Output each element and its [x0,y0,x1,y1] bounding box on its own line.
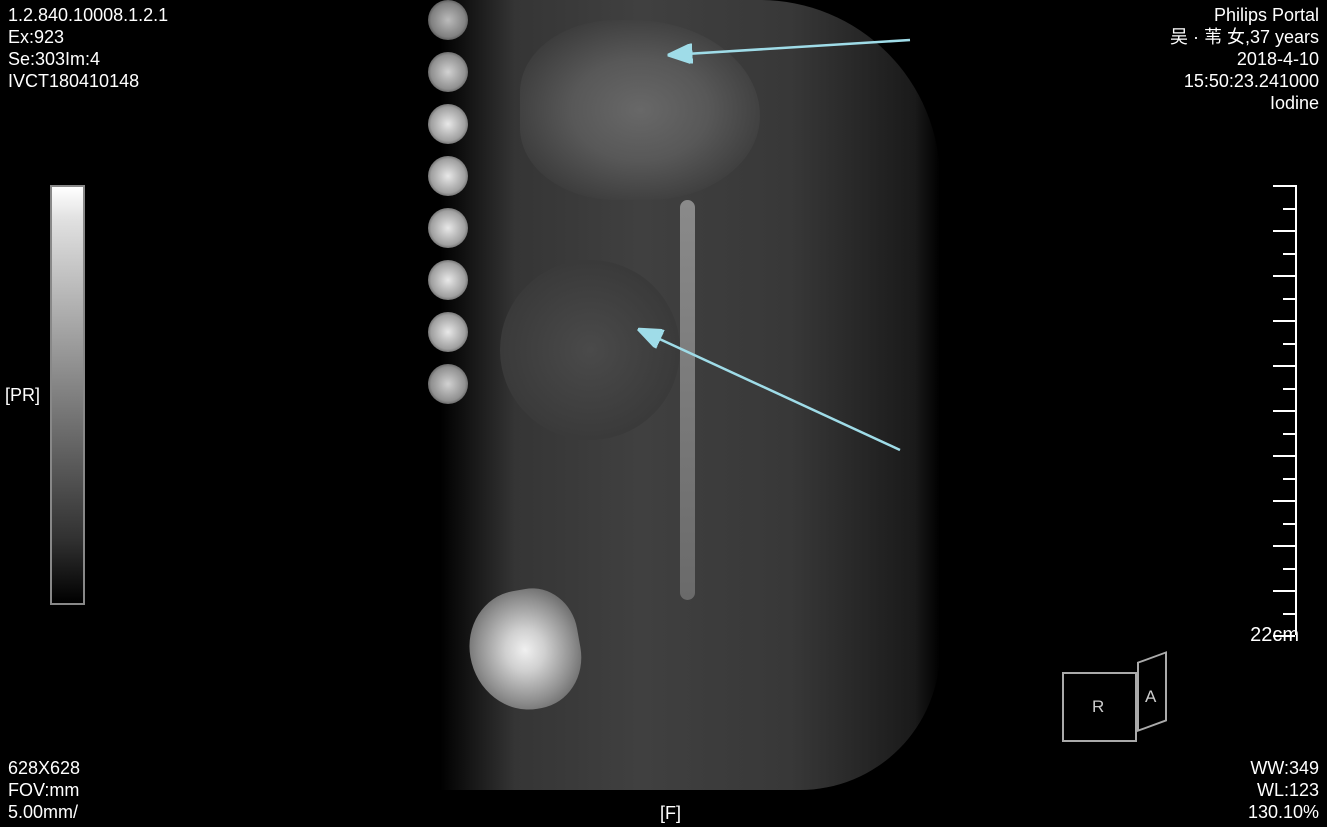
ruler-tick-minor [1283,523,1295,525]
patient-info: 吴 · 苇 女,37 years [1170,26,1319,48]
ruler-tick-major [1273,455,1295,457]
ruler-tick-major [1273,320,1295,322]
ruler-scale-label: 22cm [1250,624,1299,647]
overlay-bottom-left: 628X628 FOV:mm 5.00mm/ [8,757,80,823]
ruler-tick-minor [1283,478,1295,480]
ruler-tick-minor [1283,388,1295,390]
ruler-tick-minor [1283,568,1295,570]
image-matrix: 628X628 [8,757,80,779]
overlay-bottom-right: WW:349 WL:123 130.10% [1248,757,1319,823]
study-time: 15:50:23.241000 [1170,70,1319,92]
dicom-viewer[interactable]: 1.2.840.10008.1.2.1 Ex:923 Se:303Im:4 IV… [0,0,1327,827]
ruler-tick-minor [1283,298,1295,300]
window-level: WL:123 [1248,779,1319,801]
ruler-tick-major [1273,275,1295,277]
cube-label-anterior: A [1145,687,1156,707]
ct-organ-mass [500,260,680,440]
exam-number: Ex:923 [8,26,168,48]
window-width: WW:349 [1248,757,1319,779]
cube-label-right: R [1092,697,1104,717]
accession-number: IVCT180410148 [8,70,168,92]
ruler-tick-major [1273,590,1295,592]
dicom-uid: 1.2.840.10008.1.2.1 [8,4,168,26]
orientation-marker-feet: [F] [660,803,681,824]
ruler-tick-major [1273,545,1295,547]
grayscale-label: [PR] [5,385,40,406]
ruler-tick-major [1273,365,1295,367]
grayscale-lut-bar[interactable] [50,185,85,605]
slice-thickness: 5.00mm/ [8,801,80,823]
overlay-top-right: Philips Portal 吴 · 苇 女,37 years 2018-4-1… [1170,4,1319,114]
field-of-view: FOV:mm [8,779,80,801]
ruler-tick-major [1273,230,1295,232]
ruler-tick-minor [1283,343,1295,345]
ruler-tick-minor [1283,253,1295,255]
ct-spine [420,0,470,827]
study-date: 2018-4-10 [1170,48,1319,70]
ruler-tick-major [1273,410,1295,412]
ct-vessel [680,200,695,600]
measurement-ruler [1257,185,1297,635]
vendor-name: Philips Portal [1170,4,1319,26]
ruler-tick-major [1273,500,1295,502]
ruler-tick-minor [1283,433,1295,435]
series-image-number: Se:303Im:4 [8,48,168,70]
zoom-level: 130.10% [1248,801,1319,823]
orientation-cube[interactable]: R A [1042,662,1172,747]
ruler-tick-minor [1283,613,1295,615]
ruler-tick-minor [1283,208,1295,210]
overlay-top-left: 1.2.840.10008.1.2.1 Ex:923 Se:303Im:4 IV… [8,4,168,92]
contrast-type: Iodine [1170,92,1319,114]
ruler-tick-major [1273,185,1295,187]
